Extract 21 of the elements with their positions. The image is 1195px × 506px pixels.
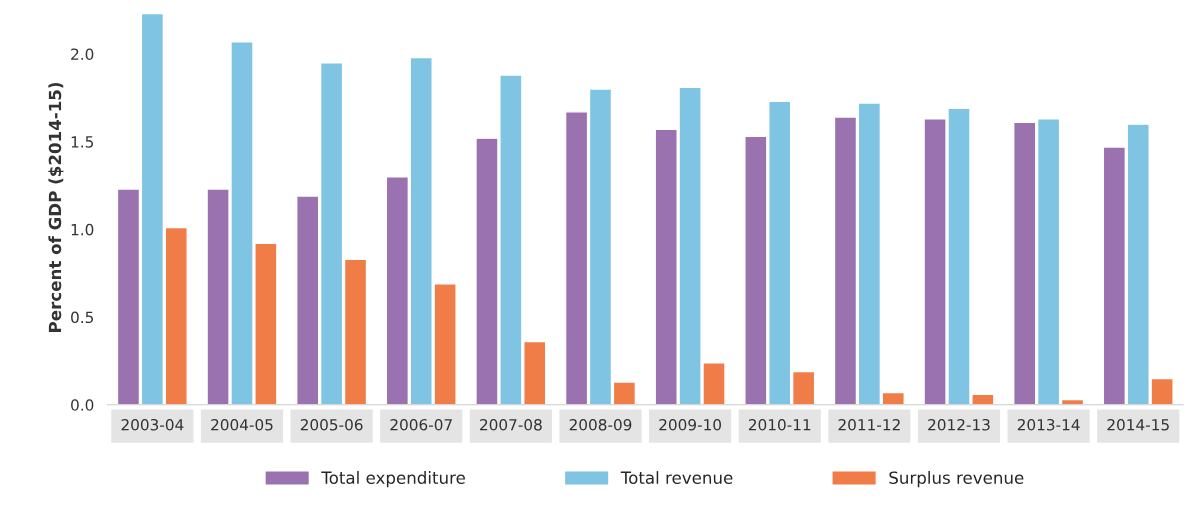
x-tick-label: 2009-10 bbox=[659, 418, 722, 431]
x-tick-label: 2013-14 bbox=[1017, 418, 1080, 431]
x-tick-label: 2003-04 bbox=[121, 418, 184, 431]
y-tick-label: 0.5 bbox=[71, 311, 94, 324]
legend-label: Surplus revenue bbox=[889, 471, 1024, 488]
x-tick-label: 2014-15 bbox=[1107, 418, 1169, 431]
legend-label: Total expenditure bbox=[321, 471, 465, 488]
x-tick-label: 2007-08 bbox=[480, 418, 542, 431]
x-tick-label: 2008-09 bbox=[569, 418, 632, 431]
x-tick-label: 2011-12 bbox=[838, 418, 900, 431]
y-tick-label: 2.0 bbox=[71, 48, 94, 60]
y-tick-label: 1.0 bbox=[71, 223, 94, 236]
x-tick-label: 2012-13 bbox=[928, 418, 990, 431]
y-tick-label: 1.5 bbox=[71, 136, 94, 148]
x-tick-label: 2004-05 bbox=[211, 418, 273, 431]
y-tick-label: 0.0 bbox=[71, 399, 94, 411]
y-axis-title: Percent of GDP ($2014-15) bbox=[48, 82, 64, 332]
x-tick-label: 2005-06 bbox=[300, 418, 363, 431]
legend-label: Total revenue bbox=[620, 471, 733, 485]
x-tick-label: 2006-07 bbox=[390, 418, 452, 431]
x-tick-label: 2010-11 bbox=[748, 418, 811, 431]
